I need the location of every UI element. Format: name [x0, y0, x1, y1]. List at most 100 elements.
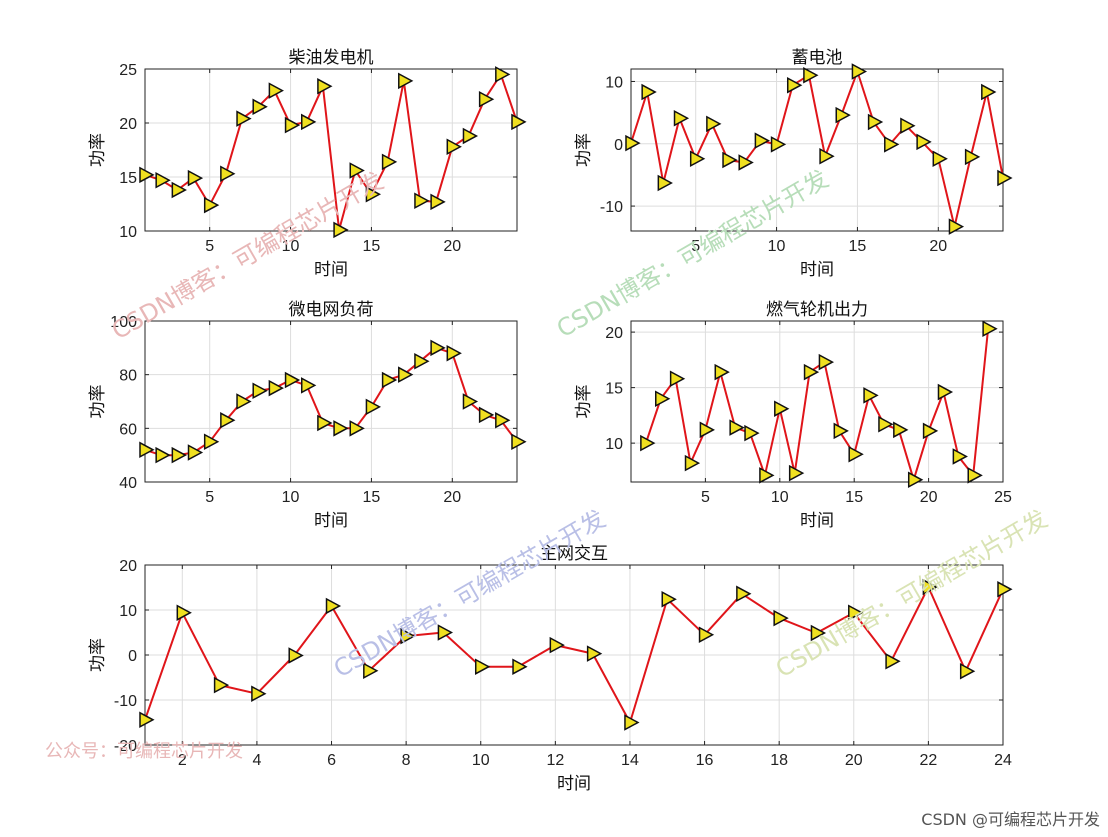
y-axis-label: 功率 [574, 385, 594, 419]
y-tick-label: -10 [114, 693, 137, 710]
data-point-marker [673, 109, 690, 127]
axes-box [630, 320, 1004, 483]
watermark-wechat: 公众号：可编程芯片开发 [45, 741, 243, 762]
x-axis-label: 时间 [800, 260, 834, 280]
y-tick-label: 20 [119, 116, 137, 133]
x-tick-label: 5 [205, 238, 214, 255]
data-point-marker [252, 382, 268, 400]
chart-title: 微电网负荷 [289, 300, 374, 320]
data-point-marker [819, 147, 835, 165]
x-tick-label: 10 [771, 489, 789, 506]
y-tick-label: -10 [600, 199, 623, 216]
plot-area [145, 321, 517, 482]
y-tick-label: 10 [605, 74, 623, 91]
data-point-marker [878, 416, 894, 433]
y-tick-label: 40 [119, 475, 137, 492]
x-tick-label: 4 [252, 752, 261, 769]
data-point-marker [284, 371, 301, 389]
data-point-marker [736, 585, 752, 603]
data-point-marker [398, 366, 414, 383]
x-axis-label: 时间 [314, 260, 348, 280]
y-tick-label: 25 [119, 62, 137, 79]
data-point-marker [462, 393, 479, 410]
x-axis-label: 时间 [800, 511, 834, 531]
y-axis-label: 功率 [574, 133, 594, 167]
data-point-marker [625, 134, 641, 152]
data-point-marker [268, 379, 284, 397]
data-point-marker [381, 371, 398, 389]
chart-title: 燃气轮机出力 [766, 300, 868, 320]
data-point-marker [967, 467, 983, 484]
data-point-marker [437, 624, 454, 641]
data-point-marker [833, 422, 849, 440]
data-point-marker [729, 419, 745, 436]
x-tick-label: 10 [282, 489, 300, 506]
data-point-marker [754, 132, 770, 149]
data-point-marker [669, 370, 686, 387]
x-tick-label: 16 [696, 752, 714, 769]
data-point-marker [863, 387, 879, 404]
data-point-marker [738, 154, 754, 171]
data-point-marker [381, 153, 398, 171]
y-tick-label: 10 [119, 603, 137, 620]
data-point-marker [252, 98, 268, 116]
x-tick-label: 2 [178, 752, 187, 769]
data-point-marker [414, 192, 430, 210]
data-point-marker [139, 711, 155, 729]
axes-box [144, 564, 1004, 746]
data-point-marker [474, 658, 491, 675]
data-point-marker [325, 597, 342, 615]
data-point-marker [139, 441, 155, 459]
data-point-marker [171, 446, 187, 464]
data-point-marker [937, 383, 954, 401]
y-tick-label: 15 [605, 381, 623, 398]
data-point-marker [284, 116, 301, 134]
x-axis-label: 时间 [557, 774, 591, 794]
data-point-marker [155, 446, 171, 464]
y-axis-label: 功率 [88, 133, 108, 167]
data-point-marker [786, 76, 803, 94]
x-tick-label: 15 [363, 489, 381, 506]
x-tick-label: 8 [402, 752, 411, 769]
x-axis-label: 时间 [314, 511, 348, 531]
data-point-marker [803, 363, 820, 381]
data-point-marker [333, 420, 349, 437]
data-point-marker [236, 393, 252, 410]
data-point-marker [155, 171, 171, 189]
x-tick-label: 15 [849, 238, 867, 255]
data-point-marker [698, 626, 715, 644]
data-point-marker [446, 344, 462, 362]
data-point-marker [959, 662, 976, 680]
data-point-marker [851, 63, 868, 80]
data-point-marker [495, 412, 511, 429]
data-point-marker [365, 186, 382, 203]
data-point-marker [893, 421, 909, 439]
data-point-marker [744, 424, 760, 442]
plot-area [631, 69, 1003, 231]
data-point-marker [139, 166, 155, 184]
data-point-marker [187, 169, 204, 187]
y-tick-label: 100 [110, 314, 137, 331]
data-point-marker [922, 422, 939, 440]
data-point-marker [706, 115, 722, 133]
data-point-marker [788, 464, 805, 482]
data-point-marker [171, 181, 187, 199]
data-point-marker [661, 590, 677, 608]
data-point-marker [478, 406, 495, 424]
x-tick-label: 12 [546, 752, 564, 769]
data-point-marker [187, 444, 204, 461]
x-tick-label: 10 [282, 238, 300, 255]
y-tick-label: -20 [114, 738, 137, 755]
data-point-marker [317, 414, 333, 432]
data-point-marker [220, 165, 236, 183]
data-point-marker [684, 454, 701, 472]
data-point-marker [640, 434, 656, 452]
y-tick-label: 80 [119, 368, 137, 385]
x-tick-label: 20 [929, 238, 947, 255]
data-point-marker [818, 353, 835, 371]
x-tick-label: 25 [994, 489, 1012, 506]
data-point-marker [176, 604, 192, 621]
y-tick-label: 10 [119, 224, 137, 241]
chart-title: 蓄电池 [792, 48, 843, 68]
